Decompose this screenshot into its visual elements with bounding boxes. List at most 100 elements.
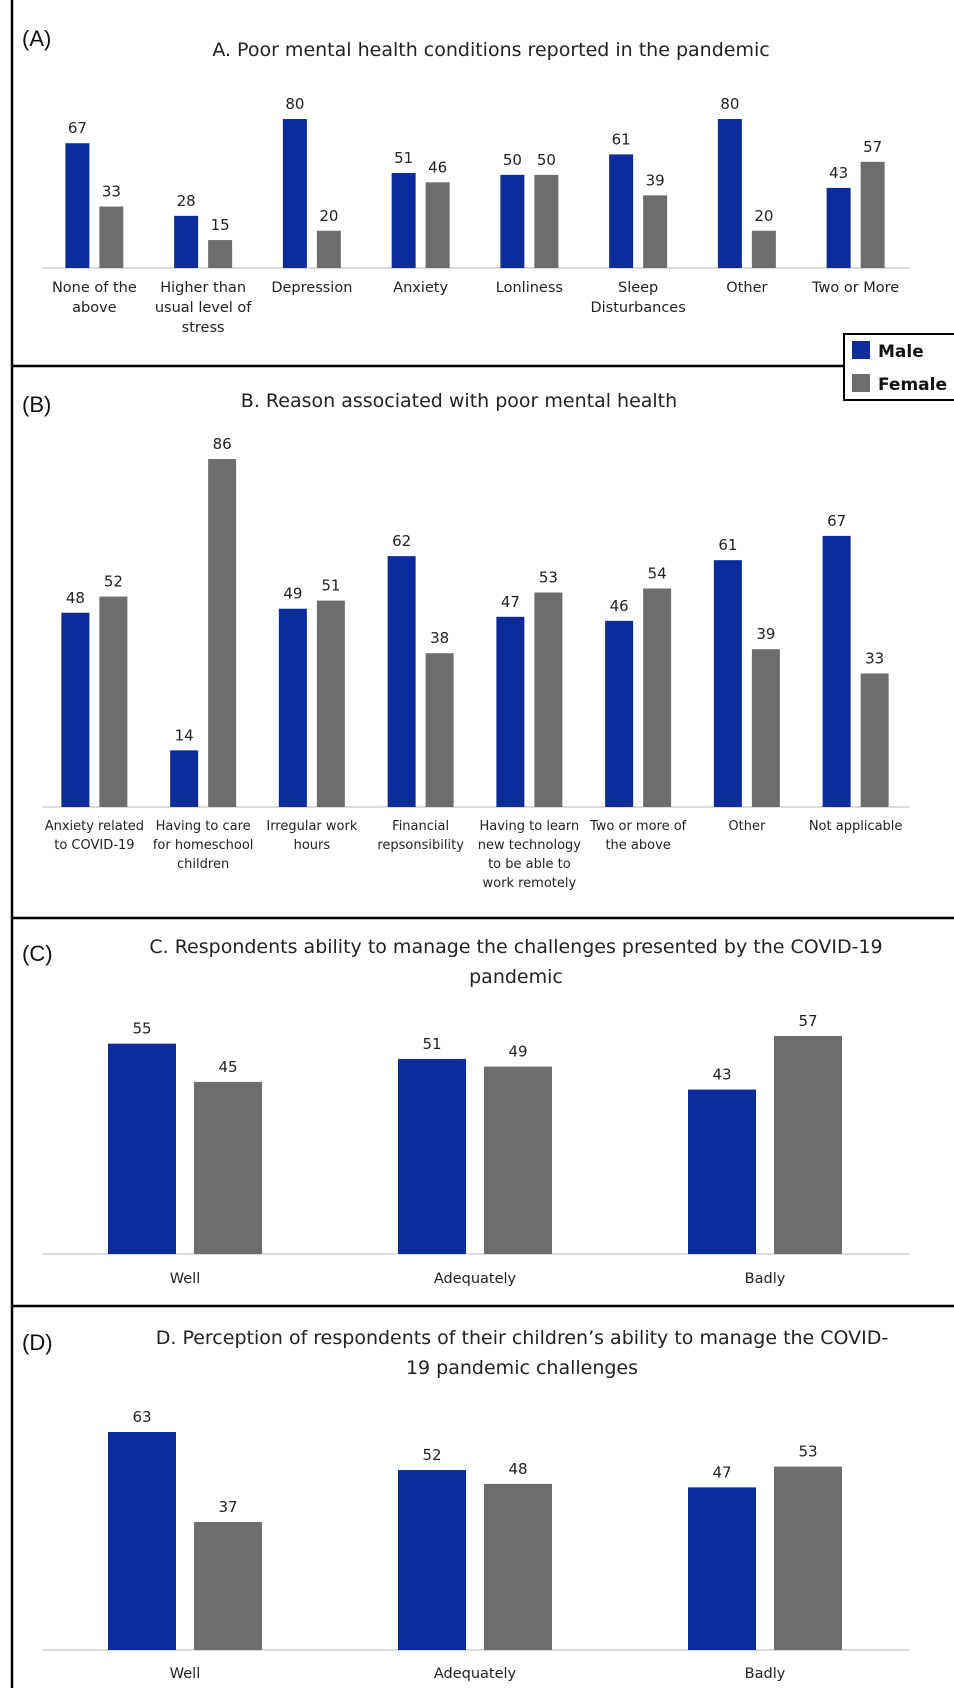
chart-c-bar-male-3 — [688, 1089, 756, 1254]
chart-d-category-label-3: Badly — [745, 1666, 786, 1682]
chart-c-bar-male-1 — [108, 1043, 176, 1254]
chart-a-value-label-male-5: 50 — [503, 151, 522, 169]
chart-b-value-label-female-7: 39 — [756, 625, 775, 643]
chart-a-bar-female-8 — [860, 161, 885, 268]
chart-b-value-label-female-6: 54 — [648, 564, 667, 582]
chart-c-category-label-1: Well — [170, 1271, 200, 1287]
chart-a-value-label-female-5: 50 — [537, 151, 556, 169]
legend-swatch-female — [852, 374, 870, 392]
panel-label-c: (C) — [22, 941, 53, 966]
chart-c-value-label-male-3: 43 — [712, 1066, 731, 1084]
chart-a-value-label-male-1: 67 — [68, 119, 87, 137]
chart-d-bar-female-2 — [484, 1483, 552, 1650]
chart-c-category-label-2: Adequately — [434, 1271, 517, 1287]
chart-a-category-label-3: Depression — [271, 280, 352, 296]
chart-a-value-label-female-3: 20 — [319, 207, 338, 225]
chart-a-title: A. Poor mental health conditions reporte… — [212, 39, 769, 61]
chart-a-bar-male-7 — [717, 119, 742, 268]
chart-a-bar-female-3 — [316, 230, 341, 268]
chart-b-bar-female-7 — [751, 649, 780, 807]
legend-label-male: Male — [878, 342, 924, 362]
chart-b-bar-male-4 — [387, 556, 416, 807]
chart-c-title-line-2: pandemic — [469, 966, 563, 988]
chart-a-value-label-male-2: 28 — [177, 192, 196, 210]
chart-d-category-label-1: Well — [170, 1666, 200, 1682]
chart-a-bar-male-2 — [174, 215, 199, 268]
chart-d-value-label-male-2: 52 — [422, 1446, 441, 1464]
chart-d-value-label-female-1: 37 — [218, 1498, 237, 1516]
chart-b-bar-male-8 — [822, 535, 851, 807]
chart-b-value-label-female-5: 53 — [539, 569, 558, 587]
chart-d-bar-female-1 — [194, 1521, 262, 1650]
chart-a-category-label-7: Other — [726, 280, 767, 296]
chart-a-bar-male-3 — [282, 119, 307, 268]
chart-b-bar-female-5 — [534, 592, 563, 807]
chart-b-bar-female-8 — [860, 673, 889, 807]
chart-d-value-label-male-3: 47 — [712, 1463, 731, 1481]
chart-b-value-label-female-1: 52 — [104, 573, 123, 591]
chart-b-title: B. Reason associated with poor mental he… — [241, 390, 677, 412]
chart-b-category-label-3: Irregular work hours — [266, 819, 357, 853]
legend: Male Female — [843, 333, 954, 401]
chart-c-value-label-male-1: 55 — [132, 1020, 151, 1038]
chart-a-plot: 67 33 None of the above 28 15 Higher than usual… — [42, 95, 910, 336]
chart-a-value-label-male-3: 80 — [285, 95, 304, 113]
panel-label-a: (A) — [22, 26, 51, 51]
chart-a-value-label-female-2: 15 — [211, 216, 230, 234]
chart-a-value-label-male-4: 51 — [394, 149, 413, 167]
chart-d-plot: 63 37 Well 52 48 Adequately 47 53 Badly — [42, 1408, 910, 1682]
chart-b-category-label-1: Anxiety related to COVID-19 — [45, 819, 144, 853]
chart-b-value-label-male-3: 49 — [283, 585, 302, 603]
chart-b-bar-female-4 — [425, 653, 454, 807]
chart-c-title-line-1: C. Respondents ability to manage the cha… — [149, 936, 882, 958]
chart-b-bar-female-3 — [316, 600, 345, 807]
chart-a-category-label-5: Lonliness — [496, 280, 563, 296]
chart-d-bar-male-2 — [398, 1470, 466, 1650]
chart-b-value-label-male-5: 47 — [501, 593, 520, 611]
chart-c-plot: 55 45 Well 51 49 Adequately 43 57 Badly — [42, 1012, 910, 1287]
chart-a-value-label-female-4: 46 — [428, 158, 447, 176]
chart-b-value-label-male-2: 14 — [175, 726, 194, 744]
chart-b-value-label-male-7: 61 — [718, 536, 737, 554]
chart-d-category-label-2: Adequately — [434, 1666, 517, 1682]
panel-label-d: (D) — [22, 1330, 53, 1355]
chart-b-category-label-7: Other — [728, 819, 766, 834]
chart-a-bar-female-2 — [208, 240, 233, 268]
chart-a-value-label-female-8: 57 — [863, 138, 882, 156]
chart-c-bar-female-2 — [484, 1066, 552, 1254]
chart-d-title-line-1: D. Perception of respondents of their ch… — [156, 1327, 889, 1349]
chart-a-bar-female-7 — [751, 230, 776, 268]
chart-a-bar-female-1 — [99, 206, 124, 268]
chart-d-value-label-female-3: 53 — [798, 1443, 817, 1461]
chart-a-value-label-female-7: 20 — [754, 207, 773, 225]
chart-b-category-label-6: Two or more of the above — [589, 819, 687, 853]
chart-c-value-label-male-2: 51 — [422, 1035, 441, 1053]
chart-b-category-label-8: Not applicable — [809, 819, 903, 834]
chart-a-bar-male-8 — [826, 187, 851, 268]
chart-b-bar-male-2 — [170, 750, 199, 807]
chart-b-plot: 48 52 Anxiety related to COVID-19 14 86 Having… — [42, 435, 910, 891]
chart-a-value-label-male-8: 43 — [829, 164, 848, 182]
chart-b-category-label-4: Financial repsonsibility — [377, 819, 464, 853]
chart-c-bar-female-3 — [774, 1036, 842, 1254]
chart-b-value-label-female-4: 38 — [430, 629, 449, 647]
chart-b-value-label-male-4: 62 — [392, 532, 411, 550]
chart-a-category-label-6: Sleep Disturbances — [590, 280, 685, 316]
chart-a-bar-female-5 — [534, 174, 559, 268]
chart-b-bar-male-1 — [61, 612, 90, 807]
chart-d-value-label-female-2: 48 — [508, 1460, 527, 1478]
chart-b-bar-male-7 — [713, 560, 742, 807]
chart-a-bar-male-5 — [500, 174, 525, 268]
chart-a-bar-male-1 — [65, 143, 90, 268]
chart-b-bar-female-6 — [643, 588, 672, 807]
chart-b-value-label-female-8: 33 — [865, 649, 884, 667]
chart-b-value-label-male-8: 67 — [827, 512, 846, 530]
chart-c-category-label-3: Badly — [745, 1271, 786, 1287]
chart-a-value-label-female-1: 33 — [102, 183, 121, 201]
chart-c-bar-female-1 — [194, 1081, 262, 1254]
legend-label-female: Female — [878, 375, 947, 395]
chart-b-value-label-female-2: 86 — [213, 435, 232, 453]
chart-b-bar-male-5 — [496, 616, 525, 807]
chart-d-bar-male-1 — [108, 1432, 176, 1650]
